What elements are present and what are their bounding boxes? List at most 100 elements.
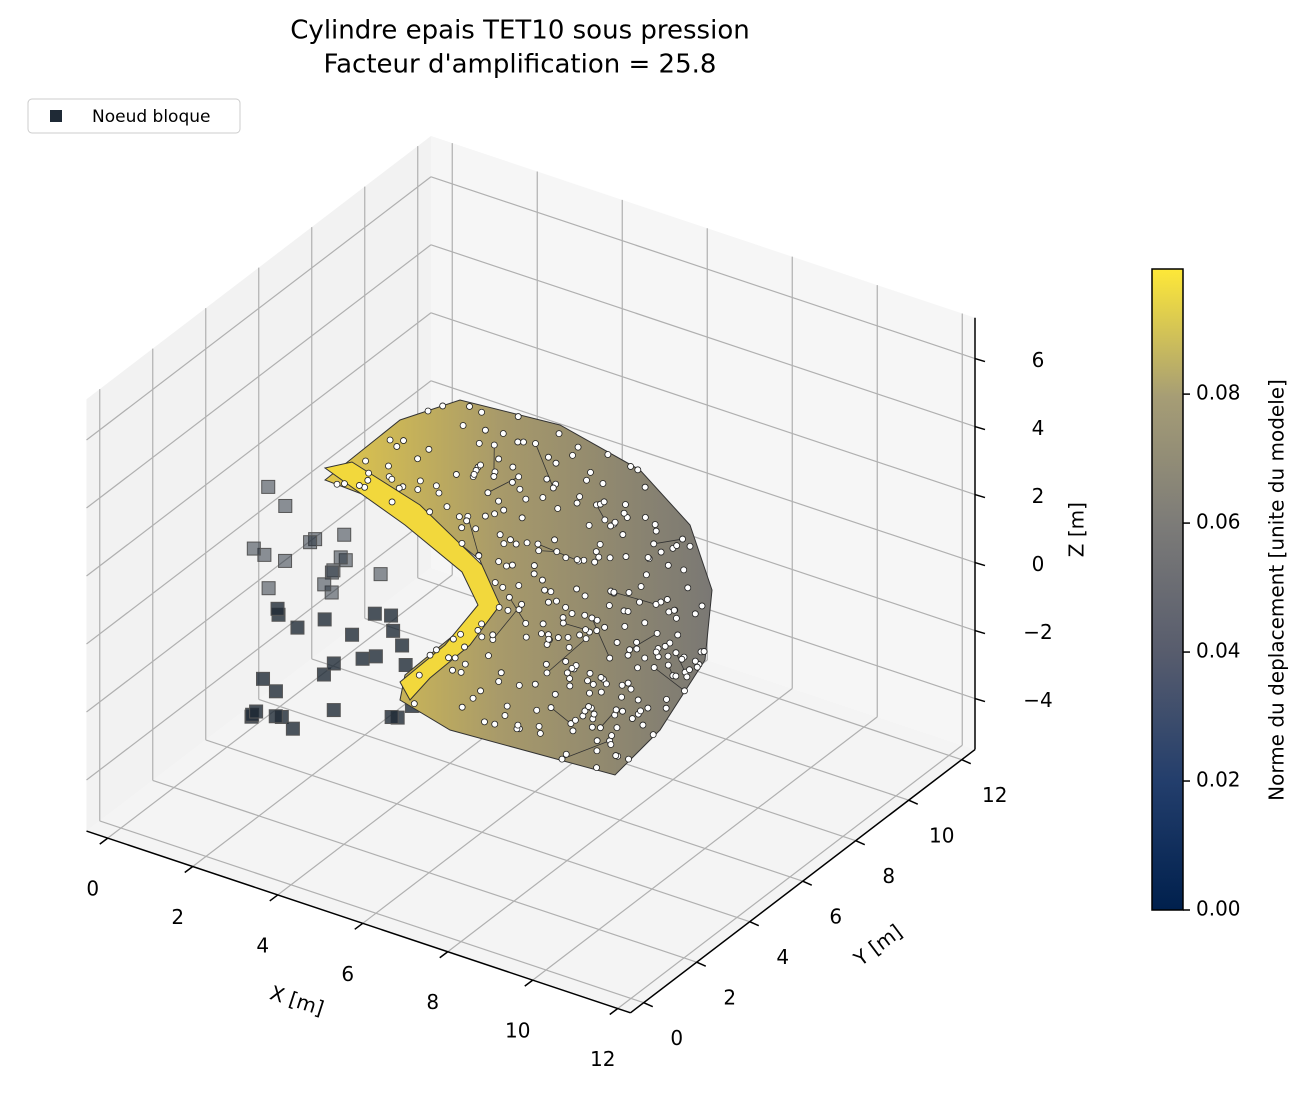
mesh-node — [545, 599, 551, 605]
y-tick-label: 6 — [829, 905, 842, 929]
mesh-node — [491, 442, 497, 448]
mesh-node — [701, 648, 707, 654]
mesh-node — [590, 681, 596, 687]
mesh-node — [584, 477, 590, 483]
mesh-node — [582, 612, 588, 618]
mesh-node — [510, 464, 516, 470]
mesh-node — [536, 548, 542, 554]
mesh-node — [687, 543, 693, 549]
blocked-node — [334, 551, 347, 564]
y-axis-label: Y [m] — [848, 919, 906, 971]
blocked-node — [269, 685, 282, 698]
x-tick-label: 8 — [426, 990, 439, 1014]
mesh-node — [654, 630, 660, 636]
mesh-node — [425, 408, 431, 414]
mesh-node — [673, 650, 679, 656]
mesh-node — [490, 632, 496, 638]
mesh-node — [502, 712, 508, 718]
mesh-node — [400, 438, 406, 444]
mesh-node — [619, 682, 625, 688]
mesh-node — [492, 580, 498, 586]
mesh-node — [611, 589, 617, 595]
mesh-node — [416, 672, 422, 678]
blocked-node — [387, 624, 400, 637]
mesh-node — [539, 577, 545, 583]
mesh-node — [385, 463, 391, 469]
mesh-node — [444, 504, 450, 510]
mesh-node — [564, 670, 570, 676]
mesh-node — [479, 409, 485, 415]
mesh-node — [427, 652, 433, 658]
y-tick — [856, 841, 865, 845]
mesh-node — [540, 621, 546, 627]
mesh-node — [682, 688, 688, 694]
mesh-node — [563, 555, 569, 561]
mesh-node — [574, 557, 580, 563]
mesh-node — [613, 753, 619, 759]
mesh-node — [692, 658, 698, 664]
mesh-node — [464, 518, 470, 524]
mesh-node — [482, 427, 488, 433]
mesh-node — [497, 532, 503, 538]
mesh-node — [516, 474, 522, 480]
mesh-node — [536, 723, 542, 729]
mesh-node — [548, 589, 554, 595]
mesh-node — [516, 583, 522, 589]
mesh-node — [548, 705, 554, 711]
mesh-node — [602, 517, 608, 523]
x-tick — [185, 867, 193, 873]
mesh-node — [596, 554, 602, 560]
y-tick — [962, 760, 971, 764]
mesh-node — [577, 632, 583, 638]
mesh-node — [462, 661, 468, 667]
blocked-node — [279, 554, 292, 567]
mesh-node — [516, 682, 522, 688]
blocked-node — [318, 613, 331, 626]
mesh-node — [500, 584, 506, 590]
blocked-node — [262, 480, 275, 493]
mesh-node — [515, 414, 521, 420]
z-axis-label: Z [m] — [1065, 502, 1089, 557]
blocked-node — [368, 607, 381, 620]
mesh-node — [663, 705, 669, 711]
mesh-node — [496, 498, 502, 504]
x-tick-label: 6 — [341, 962, 354, 986]
mesh-node — [634, 646, 640, 652]
mesh-node — [651, 541, 657, 547]
mesh-node — [640, 722, 646, 728]
mesh-node — [485, 653, 491, 659]
mesh-node — [628, 463, 634, 469]
chart-subtitle: Facteur d'amplification = 25.8 — [324, 50, 717, 80]
mesh-node — [673, 615, 679, 621]
mesh-node — [538, 631, 544, 637]
mesh-node — [625, 608, 631, 614]
mesh-node — [473, 526, 479, 532]
mesh-node — [550, 485, 556, 491]
blocked-node — [346, 628, 359, 641]
mesh-node — [563, 751, 569, 757]
blocked-node — [291, 621, 304, 634]
mesh-node — [653, 649, 659, 655]
mesh-node — [559, 756, 565, 762]
blocked-node — [247, 542, 260, 555]
z-tick-label: −4 — [1023, 688, 1052, 712]
x-tick — [440, 952, 448, 958]
mesh-node — [585, 678, 591, 684]
x-tick-label: 0 — [86, 877, 99, 901]
mesh-node — [583, 627, 589, 633]
y-tick — [644, 1003, 653, 1007]
mesh-node — [498, 670, 504, 676]
mesh-node — [591, 711, 597, 717]
mesh-node — [567, 683, 573, 689]
mesh-node — [509, 479, 515, 485]
mesh-node — [496, 456, 502, 462]
mesh-node — [694, 664, 700, 670]
colorbar-label: Norme du deplacement [unite du modele] — [1265, 379, 1289, 801]
mesh-node — [460, 422, 466, 428]
mesh-node — [453, 471, 459, 477]
y-tick-label: 8 — [882, 864, 895, 888]
mesh-node — [621, 510, 627, 516]
mesh-node — [612, 519, 618, 525]
colorbar-tick-label: 0.02 — [1196, 768, 1241, 792]
mesh-node — [417, 478, 423, 484]
